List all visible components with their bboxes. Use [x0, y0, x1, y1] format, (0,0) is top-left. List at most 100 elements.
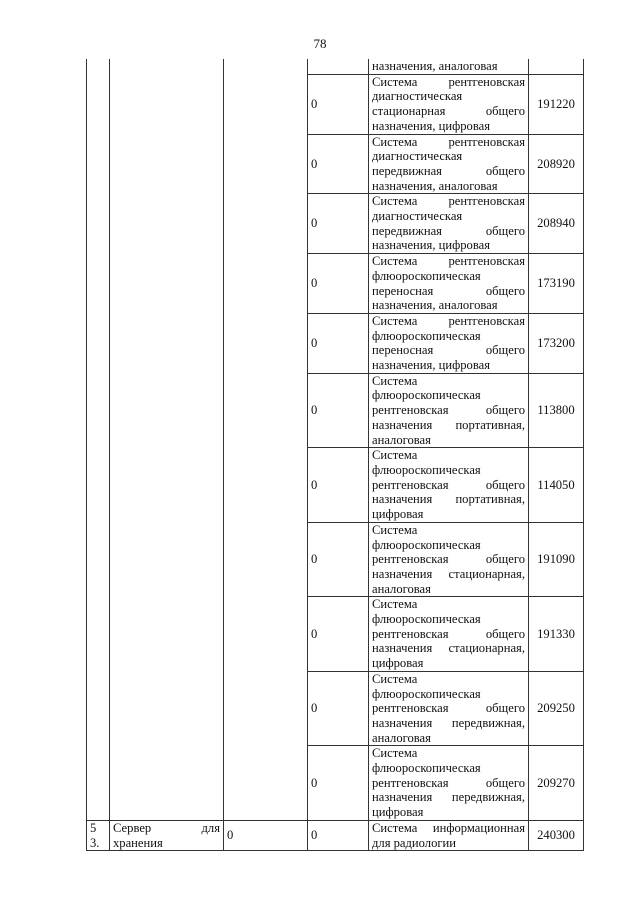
description-cell: назначения, аналоговая [368, 59, 529, 75]
text-line: Система рентгеновская [372, 254, 525, 269]
col3-cell [223, 59, 308, 821]
table-row: 0 Система флюороскопическая рентгеновская о… [87, 745, 584, 821]
price-cell: 191330 [528, 596, 584, 672]
name-cell [109, 59, 224, 821]
text-line: флюороскопическая [372, 388, 481, 403]
text-line: Система [372, 671, 418, 686]
price-cell: 208920 [528, 133, 584, 195]
price-cell: 173190 [528, 253, 584, 314]
text-line: назначения передвижная, [372, 790, 525, 805]
name-cell: Сервер для хранения [109, 819, 224, 852]
text-line: Система рентгеновская [372, 313, 525, 328]
text-line: назначения стационарная, [372, 641, 525, 656]
table-row: 0 Система рентгеновская диагностическая пер… [87, 133, 584, 195]
text-line: Сервер для [113, 820, 220, 835]
price-cell: 209250 [528, 670, 584, 747]
text-line: рентгеновская общего [372, 403, 525, 418]
equipment-table: назначения, аналоговая 0 Система рентгенов… [86, 59, 584, 852]
description-cell: Система флюороскопическая рентгеновская об… [368, 372, 529, 449]
text-line: Система [372, 448, 418, 463]
price-cell: 173200 [528, 312, 584, 374]
text-line: передвижная общего [372, 163, 525, 178]
page-number: 78 [313, 36, 327, 51]
code-cell [307, 59, 369, 75]
text-line: хранения [113, 835, 163, 850]
table-row: 0 Система флюороскопическая рентгеновская о… [87, 521, 584, 598]
text-line: диагностическая [372, 149, 463, 164]
description-cell: Система флюороскопическая рентгеновская об… [368, 521, 529, 598]
text-line: назначения передвижная, [372, 715, 525, 730]
table-row: 0 Система рентгеновская диагностическая ста… [87, 73, 584, 135]
description-cell: Система рентгеновская диагностическая пере… [368, 193, 529, 255]
price-cell [528, 59, 584, 75]
table-row: 0 Система флюороскопическая рентгеновская о… [87, 447, 584, 523]
text-line: флюороскопическая [372, 761, 481, 776]
code-cell: 0 [307, 745, 369, 821]
price-cell: 113800 [528, 372, 584, 449]
code-cell: 0 [307, 521, 369, 598]
text-line: 3. [90, 835, 100, 850]
text-line: Система [372, 746, 418, 761]
text-line: переносная общего [372, 343, 525, 358]
text-line: для радиологии [372, 835, 457, 850]
description-cell: Система флюороскопическая рентгеновская об… [368, 670, 529, 747]
num-cell: 5 3. [86, 819, 110, 852]
col3-cell: 0 [223, 819, 308, 852]
text-line: флюороскопическая [372, 328, 481, 343]
text-line: рентгеновская общего [372, 552, 525, 567]
text-line: назначения, аналоговая [372, 298, 498, 313]
code-cell: 0 [307, 312, 369, 374]
text-line: флюороскопическая [372, 686, 481, 701]
code-cell: 0 [307, 447, 369, 523]
table-row: 0 Система флюороскопическая рентгеновская о… [87, 596, 584, 672]
table-row: 0 Система флюороскопическая рентгеновская о… [87, 372, 584, 449]
price-cell: 191220 [528, 73, 584, 135]
text-line: Система информационная [372, 820, 525, 835]
price-cell: 209270 [528, 745, 584, 821]
code-cell: 0 [307, 670, 369, 747]
code-cell: 0 [307, 819, 369, 852]
table-row: 5 3. Сервер для хранения 0 0 Система информаци… [86, 819, 584, 852]
text-line: Система рентгеновская [372, 194, 525, 209]
text-line: назначения портативная, [372, 417, 525, 432]
text-line: назначения, цифровая [372, 238, 491, 253]
table-row: назначения, аналоговая [86, 59, 584, 821]
text-line: диагностическая [372, 89, 463, 104]
text-line: назначения, аналоговая [372, 178, 498, 193]
price-cell: 191090 [528, 521, 584, 598]
text-line: Система [372, 522, 418, 537]
text-line: стационарная общего [372, 104, 525, 119]
description-cell: Система рентгеновская флюороскопическая пе… [368, 312, 529, 374]
table-row: 0 Система рентгеновская флюороскопическая п… [87, 253, 584, 314]
code-cell: 0 [307, 253, 369, 314]
code-cell: 0 [307, 133, 369, 195]
price-cell: 114050 [528, 447, 584, 523]
text-line: рентгеновская общего [372, 701, 525, 716]
text-line: Система [372, 597, 418, 612]
code-cell: 0 [307, 193, 369, 255]
text-line: аналоговая [372, 432, 431, 447]
table-row: 0 Система флюороскопическая рентгеновская о… [87, 670, 584, 747]
text-line: назначения стационарная, [372, 566, 525, 581]
description-cell: Система флюороскопическая рентгеновская об… [368, 447, 529, 523]
text-line: назначения, аналоговая [372, 59, 498, 73]
num-cell [86, 59, 110, 821]
text-line: рентгеновская общего [372, 775, 525, 790]
text-line: Система рентгеновская [372, 134, 525, 149]
text-line: Система рентгеновская [372, 74, 525, 89]
text-line: цифровая [372, 507, 424, 522]
text-line: цифровая [372, 656, 424, 671]
text-line: Система [372, 373, 418, 388]
text-line: рентгеновская общего [372, 626, 525, 641]
description-cell: Система рентгеновская диагностическая стац… [368, 73, 529, 135]
text-line: аналоговая [372, 581, 431, 596]
text-line: аналоговая [372, 730, 431, 745]
description-cell: Система информационная для радиологии [368, 819, 529, 852]
description-cell: Система флюороскопическая рентгеновская об… [368, 596, 529, 672]
code-cell: 0 [307, 596, 369, 672]
text-line: диагностическая [372, 209, 463, 224]
code-cell: 0 [307, 372, 369, 449]
price-cell: 208940 [528, 193, 584, 255]
text-line: назначения, цифровая [372, 358, 491, 373]
text-line: флюороскопическая [372, 268, 481, 283]
